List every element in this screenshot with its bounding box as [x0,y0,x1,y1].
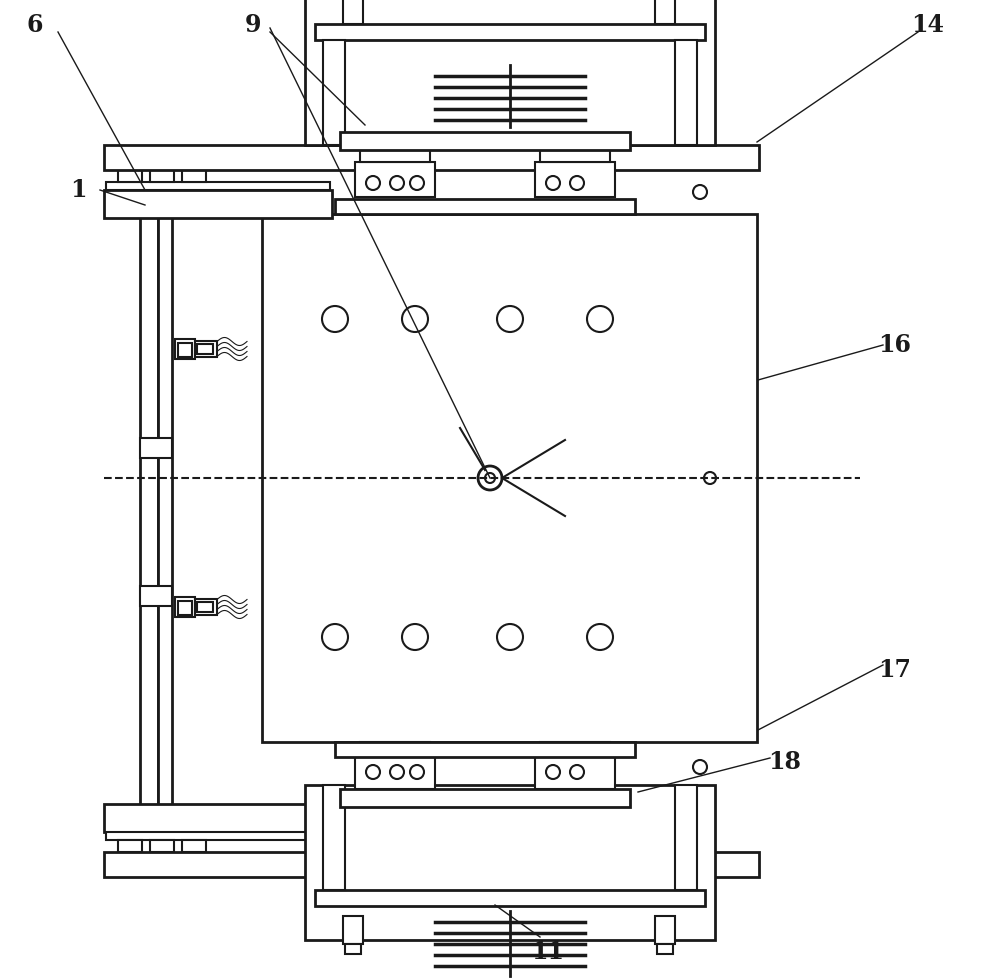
Bar [175,597,195,617]
Bar [150,170,174,182]
Text: 6: 6 [27,13,43,37]
Circle shape [546,765,560,779]
Bar [140,586,172,607]
Circle shape [587,306,613,332]
Bar [195,341,217,357]
Bar [104,852,759,877]
Bar [140,438,172,458]
Bar [355,754,435,789]
Circle shape [402,624,428,650]
Bar [343,916,363,944]
Circle shape [546,176,560,190]
Bar [335,742,635,757]
Bar [360,742,430,754]
Bar [323,40,345,145]
Text: 18: 18 [768,750,802,774]
Bar [540,742,610,754]
Bar [158,212,172,832]
Bar [340,789,630,807]
Bar [104,145,759,170]
Text: 14: 14 [912,13,944,37]
Bar [345,944,361,954]
Bar [535,162,615,197]
Text: 16: 16 [879,333,912,357]
Bar [106,832,330,840]
Bar [655,916,675,944]
Circle shape [570,176,584,190]
Circle shape [693,760,707,774]
Bar [182,840,206,852]
Bar [315,890,705,906]
Bar [675,785,697,890]
Bar [540,150,610,162]
Text: 17: 17 [879,658,912,682]
Bar [118,170,142,182]
Circle shape [322,624,348,650]
Bar [315,24,705,40]
Bar [195,599,217,615]
Bar [343,0,363,24]
Bar [178,343,192,357]
Bar [118,840,142,852]
Bar [355,162,435,197]
Circle shape [410,176,424,190]
Circle shape [366,765,380,779]
Bar [335,199,635,214]
Circle shape [478,466,502,490]
Circle shape [497,624,523,650]
Bar [535,754,615,789]
Bar [657,944,673,954]
Circle shape [402,306,428,332]
Circle shape [390,765,404,779]
Bar [197,344,213,354]
Circle shape [693,185,707,199]
Circle shape [587,624,613,650]
Bar [150,840,174,852]
Circle shape [410,765,424,779]
Bar [262,214,757,742]
Bar [140,212,158,832]
Bar [197,602,213,612]
Circle shape [570,765,584,779]
Bar [360,150,430,162]
Circle shape [390,176,404,190]
Text: 9: 9 [245,13,261,37]
Bar [675,40,697,145]
Circle shape [497,306,523,332]
Bar [104,190,332,218]
Bar [323,785,345,890]
Bar [655,0,675,24]
Bar [106,182,330,190]
Text: 11: 11 [532,940,564,964]
Circle shape [704,472,716,484]
Bar [175,339,195,359]
Circle shape [366,176,380,190]
Bar [340,132,630,150]
Bar [104,804,332,832]
Text: 1: 1 [70,178,86,202]
Bar [182,170,206,182]
Bar [305,0,715,145]
Circle shape [485,473,495,483]
Bar [305,785,715,940]
Bar [178,601,192,615]
Circle shape [322,306,348,332]
